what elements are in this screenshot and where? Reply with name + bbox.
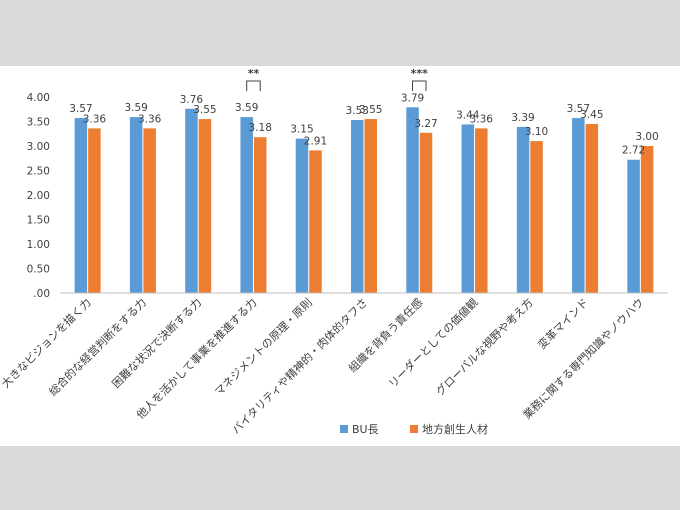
bu-value-label: 3.53 [346,105,369,117]
bu-bar [572,118,585,293]
regional-bar [143,128,156,293]
significance-mark: ** [248,67,260,80]
bu-bar [351,120,364,293]
regional-value-label: 3.00 [635,131,658,143]
regional-value-label: 3.45 [580,109,603,121]
regional-bar [530,141,543,293]
x-tick-label: 総合的な経営判断をする力 [46,295,149,398]
regional-value-label: 3.36 [470,113,494,125]
y-axis: .00 0.50 1.00 1.50 2.00 2.50 3.00 3.50 4.00 [27,92,50,300]
regional-value-label: 3.36 [138,113,162,125]
bu-bar [295,138,309,293]
bu-bar [129,117,143,293]
bu-value-label: 3.57 [567,103,590,115]
x-tick-label: リーダーとしての価値観 [385,295,480,390]
bu-bar [185,108,198,293]
y-tick-label: 2.50 [27,166,50,178]
legend-label-regional: 地方創生人材 [422,422,488,436]
bu-bar [406,107,419,293]
bu-value-label: 3.79 [401,92,424,104]
bar-chart: .00 0.50 1.00 1.50 2.00 2.50 3.00 3.50 4.00 3.57… [0,67,668,437]
regional-bar [585,123,599,293]
regional-value-label: 3.55 [193,104,216,116]
significance-annotations: ** *** [246,67,429,91]
y-tick-label: 4.00 [27,92,50,104]
bu-value-label: 3.59 [235,102,258,114]
regional-bar [309,150,322,293]
bu-bar [461,124,475,293]
x-tick-label: 困難な状況で決断する力 [109,295,204,390]
bu-value-label: 3.39 [511,112,534,124]
bu-value-label: 2.72 [622,145,645,157]
regional-value-label: 3.27 [414,118,437,130]
x-tick-label: マネジメントの原理・原則 [212,296,315,399]
significance-mark: *** [411,67,429,80]
regional-bar [88,128,101,293]
legend-label-bu: BU長 [352,423,379,436]
significance-bracket [246,80,261,91]
y-tick-label: 0.50 [27,264,50,276]
x-axis: 大きなビジョンを描く力総合的な経営判断をする力困難な状況で決断する力他人を活かし… [0,292,668,437]
value-labels: 3.573.363.593.363.763.55 3.593.18 3.152.91… [69,92,659,156]
significance-bracket [412,80,427,91]
regional-value-label: 3.55 [359,104,382,116]
y-tick-label: 3.00 [27,141,50,153]
y-tick-label: .00 [33,288,50,300]
bu-bar [240,117,253,293]
bu-value-label: 3.59 [124,102,147,114]
bu-value-label: 3.57 [69,103,92,115]
bu-bar [516,126,530,293]
regional-bar [475,128,488,293]
y-tick-label: 1.00 [27,239,50,251]
bu-bar [74,118,88,293]
bars [74,107,654,293]
x-tick-label: 変革マインド [535,295,592,352]
regional-bar [198,119,212,293]
y-tick-label: 1.50 [27,215,50,227]
bu-value-label: 3.76 [180,94,204,106]
regional-bar [419,132,433,293]
legend-swatch-regional [410,425,418,433]
x-tick-label: 大きなビジョンを描く力 [0,295,94,390]
bu-bar [627,159,640,293]
chart-panel: .00 0.50 1.00 1.50 2.00 2.50 3.00 3.50 4.00 3.57… [0,66,680,446]
bu-value-label: 3.15 [290,124,313,136]
regional-value-label: 2.91 [304,135,327,147]
regional-bar [364,119,377,293]
regional-value-label: 3.36 [83,113,107,125]
regional-bar [253,137,267,293]
bu-value-label: 3.44 [456,109,480,121]
regional-bar [640,146,654,293]
regional-value-label: 3.18 [249,122,272,134]
y-tick-label: 2.00 [27,190,50,202]
regional-value-label: 3.10 [525,126,548,138]
legend: BU長 地方創生人材 [340,422,488,436]
legend-swatch-bu [340,425,348,433]
x-tick-label: 他人を活かして事業を推進する力 [133,295,259,421]
x-tick-label: グローバルな視野や考え方 [433,295,536,398]
y-tick-label: 3.50 [27,117,50,129]
x-tick-label: 業務に関する専門知識やノウハウ [520,295,647,422]
